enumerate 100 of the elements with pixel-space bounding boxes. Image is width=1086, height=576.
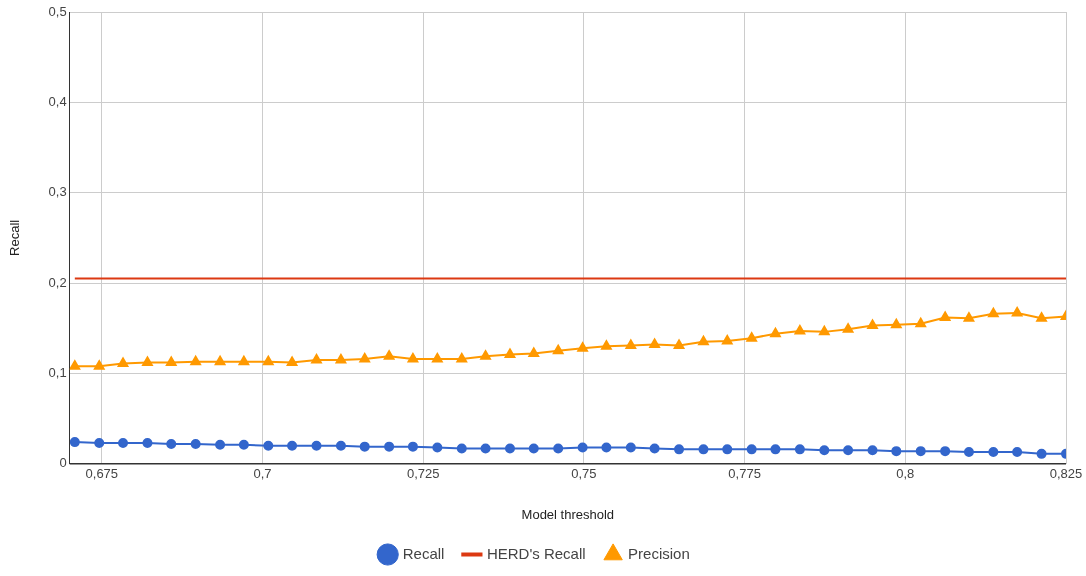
- point: [528, 347, 540, 358]
- point: [553, 443, 564, 454]
- point: [456, 352, 468, 363]
- point: [93, 360, 105, 370]
- point: [359, 441, 370, 452]
- point: [359, 352, 371, 363]
- point: [915, 317, 927, 328]
- point: [746, 332, 758, 342]
- x-tick-label: 0,8: [896, 466, 915, 482]
- x-tick-label: 0,725: [406, 466, 440, 482]
- point: [142, 356, 153, 367]
- y-tick-label: 0,3: [48, 184, 67, 200]
- point: [480, 443, 491, 454]
- point: [915, 446, 926, 457]
- x-tick-label: 0,675: [85, 466, 119, 482]
- point: [891, 446, 902, 457]
- point: [601, 340, 612, 350]
- point: [625, 442, 636, 453]
- point: [988, 307, 999, 318]
- point: [842, 323, 854, 333]
- point: [263, 440, 274, 451]
- point: [940, 446, 951, 457]
- x-tick-label: 0,7: [253, 466, 272, 482]
- point: [698, 444, 709, 455]
- point: [963, 312, 975, 322]
- point: [311, 440, 322, 451]
- point: [262, 355, 274, 366]
- point: [456, 443, 467, 454]
- point: [770, 444, 781, 455]
- point: [407, 441, 418, 452]
- point: [407, 352, 419, 363]
- point: [94, 438, 105, 449]
- point: [190, 438, 201, 449]
- x-tick-label: 0,775: [728, 466, 761, 482]
- x-axis-title: Model threshold: [521, 506, 615, 522]
- point: [214, 355, 226, 366]
- point: [649, 338, 660, 349]
- point: [843, 445, 854, 456]
- point: [504, 443, 515, 454]
- point: [69, 437, 80, 448]
- point: [118, 438, 129, 449]
- point: [698, 335, 709, 346]
- point: [867, 445, 878, 456]
- point: [504, 348, 516, 358]
- point: [384, 441, 395, 452]
- x-tick-label: 0,825: [1049, 466, 1083, 482]
- point: [939, 311, 951, 321]
- point: [963, 447, 974, 458]
- point: [1036, 448, 1047, 459]
- point: [238, 355, 250, 366]
- point: [794, 444, 805, 455]
- point: [528, 443, 539, 454]
- point: [625, 339, 637, 349]
- point: [69, 360, 81, 370]
- point: [335, 353, 347, 364]
- point: [577, 342, 588, 352]
- point: [165, 356, 177, 367]
- y-tick-label: 0,2: [48, 274, 67, 290]
- legend-label: Precision: [628, 544, 690, 562]
- point: [480, 350, 491, 360]
- y-tick-label: 0: [59, 455, 67, 471]
- x-tick-label: 0,75: [571, 466, 597, 482]
- point: [721, 334, 733, 345]
- point: [287, 440, 298, 451]
- point: [432, 352, 443, 363]
- point: [601, 442, 612, 453]
- point: [1011, 306, 1023, 317]
- point: [335, 440, 346, 451]
- point: [311, 353, 322, 364]
- point: [1012, 447, 1023, 458]
- y-tick-label: 0,1: [48, 365, 67, 381]
- point: [238, 439, 249, 450]
- point: [673, 339, 685, 349]
- point: [577, 442, 588, 453]
- point: [770, 327, 781, 338]
- point: [190, 355, 201, 366]
- point: [818, 325, 830, 336]
- point: [988, 447, 999, 458]
- point: [552, 344, 564, 355]
- y-tick-label: 0,5: [48, 3, 67, 19]
- point: [432, 442, 443, 453]
- point: [215, 439, 226, 450]
- legend-label: HERD's Recall: [486, 544, 586, 562]
- legend-label: Recall: [402, 544, 445, 562]
- point: [794, 324, 806, 335]
- point: [1036, 312, 1047, 322]
- point: [649, 443, 660, 454]
- point: [890, 318, 902, 329]
- point: [674, 444, 685, 455]
- point: [286, 356, 298, 367]
- point: [166, 438, 177, 449]
- y-axis-title: Recall: [7, 219, 23, 256]
- point: [722, 444, 733, 455]
- point: [383, 350, 395, 360]
- point: [867, 319, 878, 330]
- point: [142, 438, 153, 449]
- point: [819, 445, 830, 456]
- y-tick-label: 0,4: [48, 93, 67, 109]
- point: [117, 357, 129, 367]
- point: [746, 444, 757, 455]
